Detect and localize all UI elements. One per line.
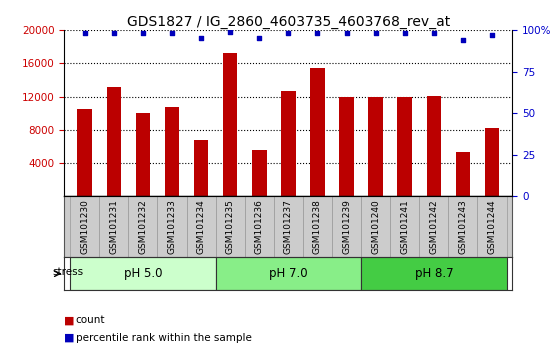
Bar <box>70 257 216 290</box>
Bar <box>449 196 478 257</box>
Text: GSM101244: GSM101244 <box>488 199 497 254</box>
Text: pH 5.0: pH 5.0 <box>124 267 162 280</box>
Bar <box>361 196 390 257</box>
Bar <box>216 196 245 257</box>
Point <box>371 30 380 36</box>
Bar <box>456 152 470 196</box>
Bar <box>419 196 449 257</box>
Bar <box>274 196 303 257</box>
Bar <box>390 196 419 257</box>
Point <box>255 36 264 41</box>
Point <box>197 36 206 41</box>
Bar <box>106 87 121 196</box>
Point <box>226 29 235 35</box>
Bar <box>478 196 507 257</box>
Bar <box>99 196 128 257</box>
Text: GSM101233: GSM101233 <box>167 199 176 254</box>
Point <box>313 30 322 36</box>
Text: ■: ■ <box>64 315 75 325</box>
Text: GSM101243: GSM101243 <box>459 199 468 254</box>
Point <box>167 30 176 36</box>
Point <box>342 30 351 36</box>
Point <box>138 30 147 36</box>
Text: GSM101231: GSM101231 <box>109 199 118 254</box>
Text: percentile rank within the sample: percentile rank within the sample <box>76 333 251 343</box>
Title: GDS1827 / IG_2860_4603735_4603768_rev_at: GDS1827 / IG_2860_4603735_4603768_rev_at <box>127 15 450 29</box>
Bar <box>216 257 361 290</box>
Bar <box>281 91 296 196</box>
Text: GSM101230: GSM101230 <box>80 199 89 254</box>
Text: ■: ■ <box>64 333 75 343</box>
Text: GSM101242: GSM101242 <box>430 199 438 254</box>
Text: GSM101240: GSM101240 <box>371 199 380 254</box>
Bar <box>310 68 325 196</box>
Point <box>488 32 497 38</box>
Bar <box>70 196 99 257</box>
Bar <box>245 196 274 257</box>
Text: GSM101236: GSM101236 <box>255 199 264 254</box>
Text: pH 7.0: pH 7.0 <box>269 267 307 280</box>
Text: pH 8.7: pH 8.7 <box>414 267 453 280</box>
Bar <box>157 196 186 257</box>
Bar <box>368 97 383 196</box>
Point <box>109 30 118 36</box>
Point <box>430 30 438 36</box>
Bar <box>165 108 179 196</box>
Bar <box>485 128 500 196</box>
Point <box>80 30 89 36</box>
Text: GSM101232: GSM101232 <box>138 199 147 254</box>
Bar <box>332 196 361 257</box>
Bar <box>136 113 150 196</box>
Point <box>400 30 409 36</box>
Bar <box>303 196 332 257</box>
Point <box>284 30 293 36</box>
Bar <box>128 196 157 257</box>
Bar <box>361 257 507 290</box>
Text: count: count <box>76 315 105 325</box>
Text: GSM101234: GSM101234 <box>197 199 206 254</box>
Bar <box>223 53 237 196</box>
Bar <box>77 109 92 196</box>
Text: GSM101238: GSM101238 <box>313 199 322 254</box>
Text: stress: stress <box>53 267 84 277</box>
Text: GSM101241: GSM101241 <box>400 199 409 254</box>
Text: GSM101235: GSM101235 <box>226 199 235 254</box>
Bar <box>252 150 267 196</box>
Bar <box>339 97 354 196</box>
Text: GSM101239: GSM101239 <box>342 199 351 254</box>
Bar <box>186 196 216 257</box>
Bar <box>194 140 208 196</box>
Point <box>459 37 468 43</box>
Bar <box>398 97 412 196</box>
Text: GSM101237: GSM101237 <box>284 199 293 254</box>
Bar <box>427 96 441 196</box>
